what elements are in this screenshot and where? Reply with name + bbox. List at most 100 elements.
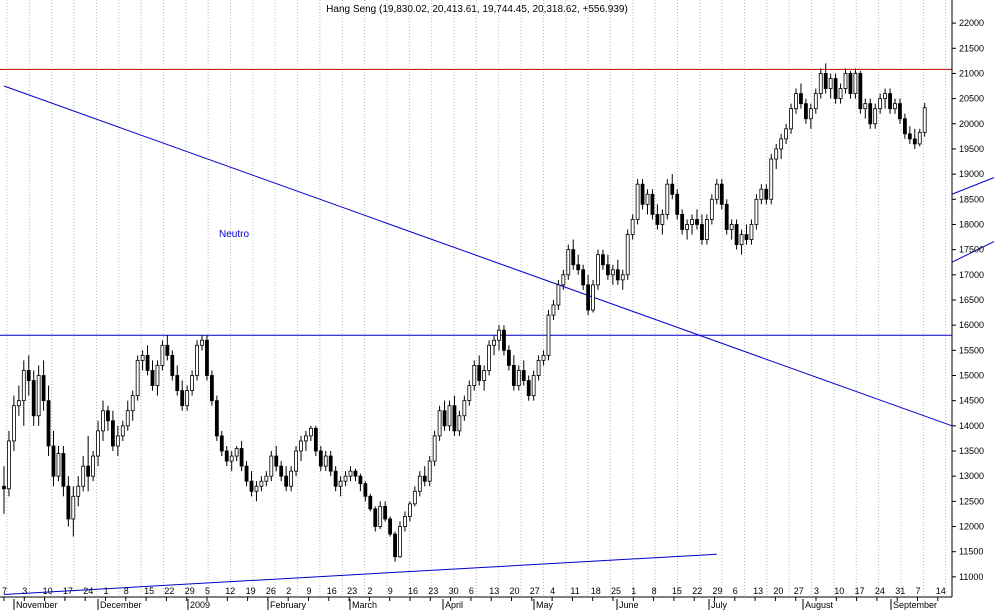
candle-body xyxy=(398,526,402,558)
candle-body xyxy=(714,183,719,200)
candle xyxy=(749,219,754,245)
candle xyxy=(516,365,521,391)
candle xyxy=(304,430,308,452)
candle xyxy=(843,68,848,94)
chart-title: Hang Seng (19,830.02, 20,413.61, 19,744.… xyxy=(326,4,628,15)
month-label: July xyxy=(711,600,728,610)
y-tick-label: 19500 xyxy=(959,144,984,154)
candle-body xyxy=(383,505,388,520)
candle xyxy=(546,310,551,361)
candle-body xyxy=(363,483,368,497)
candle-body xyxy=(606,264,610,276)
y-tick-label: 14000 xyxy=(959,421,984,431)
candle-body xyxy=(96,430,100,457)
candle xyxy=(195,340,199,381)
candle xyxy=(130,390,135,421)
x-tick-label: 13 xyxy=(489,586,499,596)
candle-body xyxy=(269,455,274,477)
candle-body xyxy=(160,344,165,366)
candle xyxy=(279,461,284,482)
candle xyxy=(739,229,744,255)
candle-body xyxy=(21,370,26,402)
y-tick-label: 18000 xyxy=(959,219,984,229)
y-tick-label: 16000 xyxy=(959,320,984,330)
x-tick-label: 1 xyxy=(104,586,109,596)
candle xyxy=(670,174,675,200)
y-tick-label: 12500 xyxy=(959,496,984,506)
candle xyxy=(56,445,61,482)
candle-body xyxy=(823,73,828,89)
candle xyxy=(427,456,432,487)
candle xyxy=(76,476,81,507)
candle xyxy=(917,128,922,147)
candle xyxy=(274,445,279,472)
candle-body xyxy=(393,533,397,558)
candle xyxy=(695,209,699,230)
candle xyxy=(284,466,289,492)
candle xyxy=(125,400,130,431)
candle xyxy=(11,395,16,452)
candle xyxy=(620,269,625,290)
candle-body xyxy=(784,128,788,140)
y-tick-label: 18500 xyxy=(959,194,984,204)
candle xyxy=(91,451,95,482)
horizontal-levels xyxy=(0,68,952,336)
candle-body xyxy=(279,465,284,477)
candle-body xyxy=(907,133,912,140)
candle-body xyxy=(506,349,511,366)
candle xyxy=(759,184,764,205)
candle-body xyxy=(26,370,31,381)
trend-lines xyxy=(3,85,994,595)
candle-body xyxy=(878,98,883,110)
candle-body xyxy=(764,188,769,200)
candle xyxy=(729,219,734,240)
candle-body xyxy=(328,455,333,472)
candle xyxy=(299,435,303,462)
candle xyxy=(338,476,343,497)
candle xyxy=(155,360,160,396)
candle-body xyxy=(591,284,595,311)
candle-body xyxy=(41,375,46,402)
candle-body xyxy=(640,183,645,205)
candle xyxy=(492,335,496,356)
candle-body xyxy=(101,410,105,432)
x-tick-label: 19 xyxy=(246,586,256,596)
x-tick-label: 7 xyxy=(916,586,921,596)
candle-body xyxy=(541,354,546,361)
candle-body xyxy=(145,354,150,371)
candle-body xyxy=(610,269,615,276)
candle xyxy=(106,405,110,431)
candle-body xyxy=(353,470,358,477)
candle-body xyxy=(912,138,917,145)
candle xyxy=(709,194,714,225)
candle xyxy=(388,516,393,537)
candle-body xyxy=(299,440,303,452)
candle-body xyxy=(511,365,516,386)
candle xyxy=(853,68,858,99)
candle-body xyxy=(536,359,541,376)
candle xyxy=(808,103,813,129)
candle-body xyxy=(140,354,145,361)
candle-body xyxy=(417,475,422,492)
candle-body xyxy=(848,73,853,94)
candle xyxy=(368,493,373,512)
candle-body xyxy=(799,93,803,105)
candle xyxy=(784,123,788,144)
candle xyxy=(462,395,467,421)
candle xyxy=(170,350,175,381)
y-axis: 11000 11500 12000 12500 13000 13500 14000 14500… xyxy=(951,0,984,597)
candle-body xyxy=(36,375,41,417)
candle-body xyxy=(106,410,110,422)
candle xyxy=(625,229,630,280)
trend-line xyxy=(951,177,994,195)
candle-body xyxy=(155,365,160,386)
candle xyxy=(358,473,363,492)
candle-body xyxy=(120,425,125,437)
candle xyxy=(531,370,536,401)
x-tick-label: 22 xyxy=(692,586,702,596)
candle xyxy=(838,83,843,104)
candle-body xyxy=(284,475,289,487)
candle xyxy=(868,98,873,129)
candle-body xyxy=(903,118,907,135)
x-tick-label: 25 xyxy=(611,586,621,596)
